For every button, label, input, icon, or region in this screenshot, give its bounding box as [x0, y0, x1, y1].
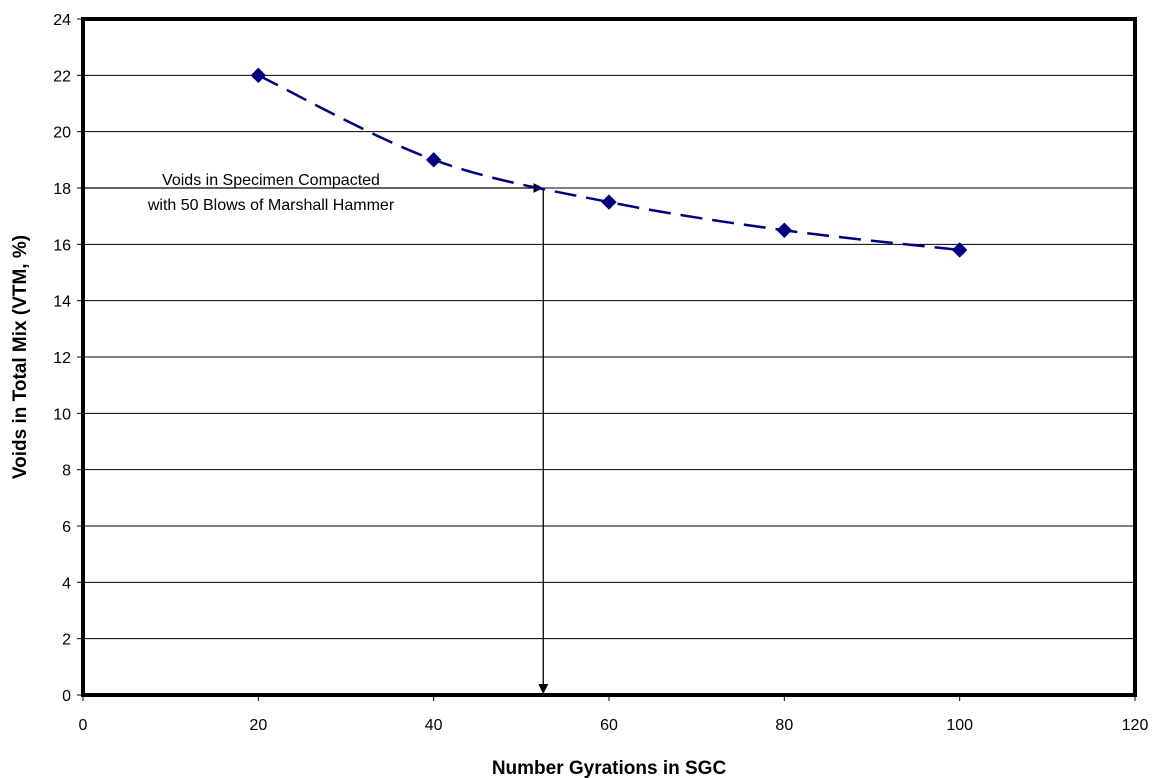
x-tick-label: 20 — [249, 717, 267, 734]
x-tick-label: 100 — [946, 717, 973, 734]
y-tick-label: 12 — [53, 350, 71, 367]
gridlines — [83, 74, 1135, 640]
y-axis-title: Voids in Total Mix (VTM, %) — [10, 235, 31, 479]
data-point-marker — [425, 152, 442, 168]
y-tick-label: 6 — [62, 519, 71, 536]
x-tick-label: 40 — [425, 717, 443, 734]
x-tick-label: 60 — [600, 717, 618, 734]
x-tick-label: 120 — [1122, 717, 1149, 734]
y-tick-label: 16 — [53, 237, 71, 254]
x-axis-title: Number Gyrations in SGC — [492, 758, 727, 778]
y-tick-label: 18 — [53, 181, 71, 198]
x-tick-label: 80 — [775, 717, 793, 734]
y-tick-label: 14 — [53, 294, 71, 311]
y-tick-label: 8 — [62, 463, 71, 480]
x-tick-label: 0 — [79, 717, 88, 734]
annotation: Voids in Specimen Compacted with 50 Blows… — [83, 172, 549, 694]
data-series — [250, 67, 968, 258]
data-point-marker — [250, 67, 267, 84]
data-point-marker — [776, 222, 793, 238]
plot-area-frame — [81, 17, 1137, 697]
y-tick-label: 10 — [53, 406, 71, 423]
data-point-marker — [951, 242, 968, 258]
annotation-text-line: Voids in Specimen Compacted — [162, 172, 380, 189]
y-tick-label: 2 — [62, 632, 71, 649]
data-point-marker — [601, 194, 617, 210]
series-line — [257, 74, 960, 252]
y-tick-label: 20 — [53, 125, 71, 142]
y-tick-label: 22 — [53, 68, 71, 85]
y-tick-label: 0 — [62, 688, 71, 705]
y-tick-label: 24 — [53, 12, 71, 29]
annotation-text-line: with 50 Blows of Marshall Hammer — [147, 197, 395, 214]
y-tick-label: 4 — [62, 575, 71, 592]
